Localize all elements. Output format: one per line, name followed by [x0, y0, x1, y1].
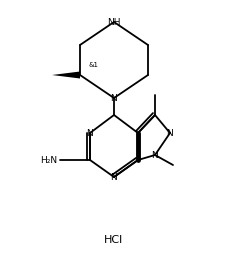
Text: HCl: HCl	[104, 235, 123, 245]
Text: N: N	[166, 128, 173, 138]
Text: N: N	[86, 128, 93, 138]
Polygon shape	[52, 72, 80, 79]
Text: N: N	[110, 94, 117, 103]
Text: &1: &1	[89, 62, 99, 68]
Text: N: N	[110, 172, 117, 181]
Text: H₂N: H₂N	[40, 156, 57, 165]
Text: N: N	[151, 150, 158, 159]
Text: NH: NH	[107, 17, 120, 26]
